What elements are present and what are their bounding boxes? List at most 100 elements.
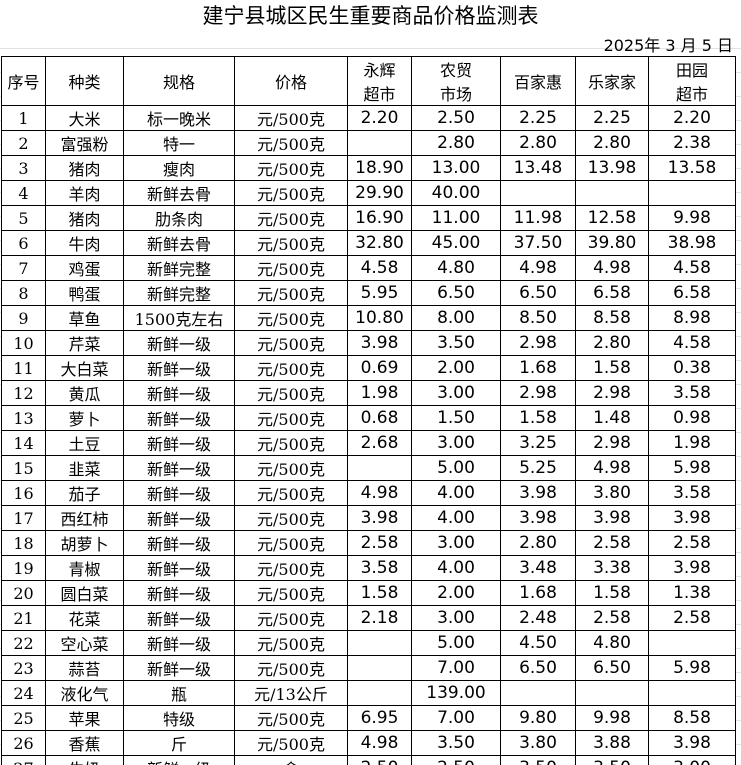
cell: 8.58 xyxy=(575,305,649,331)
cell: 5.00 xyxy=(411,630,501,656)
cell: 元/500克 xyxy=(234,730,348,756)
cell: 0.68 xyxy=(347,405,412,431)
cell: 10 xyxy=(1,330,46,356)
data-row: 2 富强粉 特一 元/500克 2.80 2.80 2.80 2.38 xyxy=(1,130,736,156)
data-row: 1 大米 标一晚米 元/500克 2.20 2.50 2.25 2.25 2.20 xyxy=(1,105,736,131)
cell: 新鲜一级 xyxy=(123,330,235,356)
cell: 3.58 xyxy=(648,380,736,406)
cell: 猪肉 xyxy=(45,155,124,181)
cell: 2.98 xyxy=(575,430,649,456)
cell: 肋条肉 xyxy=(123,205,235,231)
cell: 2.80 xyxy=(411,130,501,156)
cell: 3.00 xyxy=(411,380,501,406)
cell: 新鲜去骨 xyxy=(123,180,235,206)
cell: 12 xyxy=(1,380,46,406)
cell: 元/500克 xyxy=(234,580,348,606)
data-row: 23 蒜苔 新鲜一级 元/500克 7.00 6.50 6.50 5.98 xyxy=(1,655,736,681)
cell: 139.00 xyxy=(411,680,501,706)
data-row: 21 花菜 新鲜一级 元/500克 2.18 3.00 2.48 2.58 2.58 xyxy=(1,605,736,631)
cell: 圆白菜 xyxy=(45,580,124,606)
cell: 5.98 xyxy=(648,655,736,681)
cell: 牛肉 xyxy=(45,230,124,256)
cell: 2 xyxy=(1,130,46,156)
cell: 2.18 xyxy=(347,605,412,631)
cell: 猪肉 xyxy=(45,205,124,231)
cell: 元/500克 xyxy=(234,480,348,506)
cell: 2.58 xyxy=(648,530,736,556)
cell: 苹果 xyxy=(45,705,124,731)
cell: 2.80 xyxy=(500,130,576,156)
cell: 1.68 xyxy=(500,355,576,381)
cell: 土豆 xyxy=(45,430,124,456)
cell: 8.50 xyxy=(500,305,576,331)
cell: 2.50 xyxy=(347,755,412,765)
cell: 标一晚米 xyxy=(123,105,235,131)
cell: 2.48 xyxy=(500,605,576,631)
cell: 新鲜一级 xyxy=(123,505,235,531)
cell: 3.98 xyxy=(500,480,576,506)
cell: 40.00 xyxy=(411,180,501,206)
cell: 4.50 xyxy=(500,630,576,656)
data-row: 3 猪肉 瘦肉 元/500克 18.90 13.00 13.48 13.98 13.58 xyxy=(1,155,736,181)
column-header: 序号 xyxy=(1,56,46,106)
cell: 2.25 xyxy=(500,105,576,131)
column-header: 百家惠 xyxy=(500,56,576,106)
cell: 2.20 xyxy=(347,105,412,131)
cell: 38.98 xyxy=(648,230,736,256)
cell: 液化气 xyxy=(45,680,124,706)
cell: 2.98 xyxy=(500,330,576,356)
cell: 元/500克 xyxy=(234,180,348,206)
header-row: 序号 种类 规格 价格 永辉 超市 农贸 市场 百家惠 乐家家 田园 超市 xyxy=(1,56,736,106)
cell: 4.58 xyxy=(648,255,736,281)
header-text: 田园 xyxy=(675,61,708,80)
data-row: 8 鸭蛋 新鲜完整 元/500克 5.95 6.50 6.50 6.58 6.58 xyxy=(1,280,736,306)
cell: 26 xyxy=(1,730,46,756)
cell: 香蕉 xyxy=(45,730,124,756)
cell xyxy=(500,180,576,206)
column-header: 农贸 市场 xyxy=(411,56,501,106)
cell: 2.58 xyxy=(347,530,412,556)
cell: 6.58 xyxy=(575,280,649,306)
cell: 2.00 xyxy=(411,355,501,381)
cell: 3.25 xyxy=(500,430,576,456)
cell: 22 xyxy=(1,630,46,656)
cell: 特级 xyxy=(123,705,235,731)
cell: 3.50 xyxy=(500,755,576,765)
cell: 新鲜一级 xyxy=(123,355,235,381)
cell: 11.00 xyxy=(411,205,501,231)
cell: 新鲜一级 xyxy=(123,555,235,581)
column-header: 种类 xyxy=(45,56,124,106)
cell: 元/500克 xyxy=(234,705,348,731)
cell: 大米 xyxy=(45,105,124,131)
cell: 16 xyxy=(1,480,46,506)
cell: 13.58 xyxy=(648,155,736,181)
cell: 14 xyxy=(1,430,46,456)
data-row: 11 大白菜 新鲜一级 元/500克 0.69 2.00 1.68 1.58 0.38 xyxy=(1,355,736,381)
cell: 2.50 xyxy=(411,755,501,765)
cell: 元/500克 xyxy=(234,655,348,681)
data-row: 9 草鱼 1500克左右 元/500克 10.80 8.00 8.50 8.58 8.98 xyxy=(1,305,736,331)
cell: 18.90 xyxy=(347,155,412,181)
cell: 3.00 xyxy=(648,755,736,765)
cell: 元/500克 xyxy=(234,455,348,481)
cell: 3.98 xyxy=(347,505,412,531)
cell: 8.98 xyxy=(648,305,736,331)
cell: 1.38 xyxy=(648,580,736,606)
cell: 2.00 xyxy=(411,580,501,606)
cell: 23 xyxy=(1,655,46,681)
cell: 新鲜一级 xyxy=(123,455,235,481)
cell: 2.50 xyxy=(411,105,501,131)
cell: 6.58 xyxy=(648,280,736,306)
cell: 西红柿 xyxy=(45,505,124,531)
cell xyxy=(575,680,649,706)
data-row: 15 韭菜 新鲜一级 元/500克 5.00 5.25 4.98 5.98 xyxy=(1,455,736,481)
cell: 元/500克 xyxy=(234,530,348,556)
cell: 17 xyxy=(1,505,46,531)
cell: 11.98 xyxy=(500,205,576,231)
cell: 8 xyxy=(1,280,46,306)
data-row: 5 猪肉 肋条肉 元/500克 16.90 11.00 11.98 12.58 9.98 xyxy=(1,205,736,231)
cell: 1500克左右 xyxy=(123,305,235,331)
cell: 4.98 xyxy=(575,255,649,281)
cell: 13.98 xyxy=(575,155,649,181)
cell xyxy=(347,655,412,681)
